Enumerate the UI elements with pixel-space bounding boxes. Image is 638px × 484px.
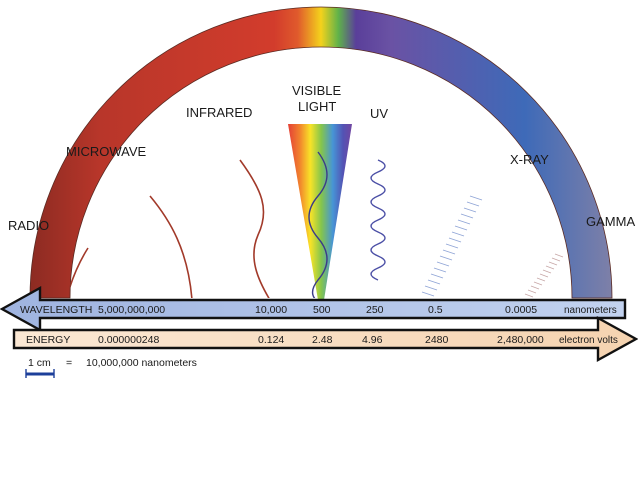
energy-title: ENERGY	[26, 334, 70, 346]
energy-value: 4.96	[362, 334, 383, 346]
radio-wave-line	[70, 247, 89, 298]
scale-value: 10,000,000 nanometers	[86, 357, 197, 369]
energy-arrow-bar	[12, 315, 638, 363]
label-microwave: MICROWAVE	[66, 144, 146, 159]
wavelength-unit: nanometers	[564, 305, 617, 316]
energy-value: 2,480,000	[497, 334, 544, 346]
energy-unit: electron volts	[559, 335, 618, 346]
label-infrared: INFRARED	[186, 105, 252, 120]
wave-illustrations	[70, 151, 564, 298]
energy-value: 0.124	[258, 334, 284, 346]
wavelength-arrow-bar	[0, 285, 627, 333]
xray-wave-line	[421, 195, 483, 297]
wavelength-value: 500	[313, 304, 331, 316]
wavelength-value: 5,000,000,000	[98, 304, 165, 316]
scale-equals: =	[66, 357, 72, 369]
scale-length-label: 1 cm	[28, 357, 51, 369]
energy-value: 2480	[425, 334, 449, 346]
label-gamma: GAMMA	[586, 214, 635, 229]
microwave-wave-line	[149, 195, 193, 298]
infrared-wave-line	[239, 159, 271, 298]
label-radio: RADIO	[8, 218, 49, 233]
label-visible-line2: LIGHT	[298, 99, 336, 114]
energy-value: 0.000000248	[98, 334, 159, 346]
gamma-wave-line	[524, 253, 564, 298]
label-xray: X-RAY	[510, 152, 549, 167]
energy-value: 2.48	[312, 334, 333, 346]
spectrum-arc	[29, 6, 613, 299]
label-visible-line1: VISIBLE	[292, 83, 341, 98]
visible-light-prism	[288, 124, 352, 300]
label-uv: UV	[370, 106, 388, 121]
wavelength-title: WAVELENGTH	[20, 304, 92, 316]
wavelength-value: 10,000	[255, 304, 287, 316]
visible-wave-line	[308, 151, 328, 298]
wavelength-value: 0.5	[428, 304, 443, 316]
wavelength-value: 0.0005	[505, 304, 537, 316]
wavelength-value: 250	[366, 304, 384, 316]
uv-wave-line	[370, 159, 386, 281]
